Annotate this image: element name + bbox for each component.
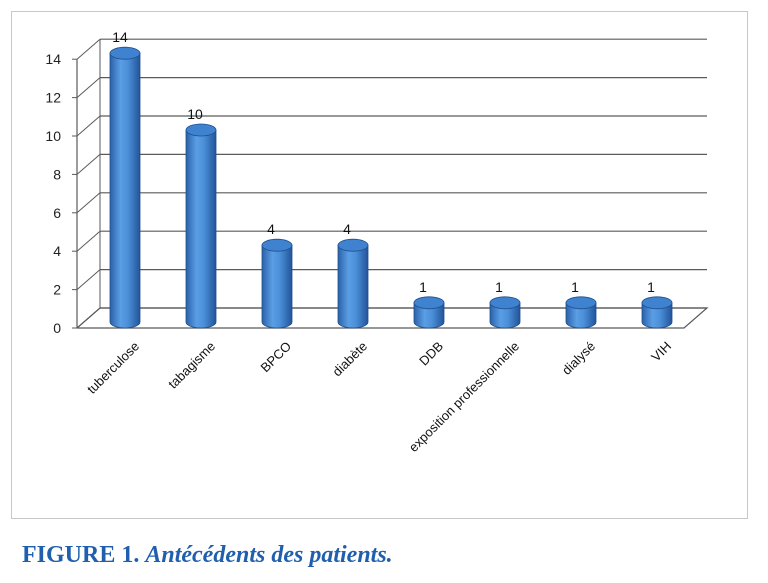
data-label: 4 xyxy=(343,221,351,237)
figure-caption: FIGURE 1. Antécédents des patients. xyxy=(22,542,393,569)
chart-bars xyxy=(109,46,673,329)
bar-body xyxy=(185,129,217,329)
gridline-diagonal xyxy=(76,307,101,329)
bar-top xyxy=(641,296,673,310)
bar-tuberculose xyxy=(109,46,141,329)
gridline-diagonal xyxy=(76,115,101,137)
chart-axes xyxy=(76,39,709,329)
bar-body xyxy=(565,302,597,329)
bar-tabagisme xyxy=(185,123,217,329)
figure-label: FIGURE 1. xyxy=(22,542,140,568)
bar-top xyxy=(109,46,141,60)
gridline-diagonal xyxy=(76,269,101,290)
y-tick-label: 6 xyxy=(53,205,61,221)
bar-body xyxy=(337,244,369,329)
gridline-diagonal xyxy=(76,77,101,98)
gridline-diagonal xyxy=(76,38,101,60)
bar-top xyxy=(489,296,521,310)
bar-body xyxy=(489,302,521,329)
bar-body xyxy=(413,302,445,329)
category-label: VIH xyxy=(648,339,674,365)
figure-title: Antécédents des patients. xyxy=(145,542,393,568)
y-tick-label: 12 xyxy=(45,90,61,106)
y-tick-label: 4 xyxy=(53,243,61,259)
y-tick-label: 2 xyxy=(53,282,61,298)
bar-top xyxy=(413,296,445,310)
bar-top xyxy=(337,238,369,252)
category-label: diabète xyxy=(329,339,370,380)
chart-grid xyxy=(72,38,707,329)
category-label: dialysé xyxy=(559,339,598,378)
y-tick-label: 14 xyxy=(45,51,61,67)
bar-body xyxy=(109,52,141,329)
bar-top xyxy=(261,238,293,252)
y-tick-label: 10 xyxy=(45,128,61,144)
bar-ddb xyxy=(413,296,445,329)
gridline-diagonal xyxy=(76,192,101,214)
bar-body xyxy=(641,302,673,329)
bar-diab-te xyxy=(337,238,369,329)
data-labels: 14 10 4 4 1 1 1 1 xyxy=(112,29,655,295)
category-label: DDB xyxy=(416,339,446,369)
data-label: 1 xyxy=(571,279,579,295)
bar-top xyxy=(185,123,217,137)
y-tick-label: 0 xyxy=(53,320,61,336)
gridline-diagonal xyxy=(76,230,101,252)
bar-top xyxy=(565,296,597,310)
bar-exposition-professionnelle xyxy=(489,296,521,329)
bar-body xyxy=(261,244,293,329)
category-label: tuberculose xyxy=(84,339,142,397)
y-axis-ticks: 0 2 4 6 8 10 12 14 xyxy=(45,51,61,336)
bar-dialys- xyxy=(565,296,597,329)
gridline-diagonal xyxy=(76,154,101,175)
x-axis-categories: tuberculose tabagisme BPCO diabète DDBexposi… xyxy=(84,339,674,455)
data-label: 1 xyxy=(647,279,655,295)
data-label: 4 xyxy=(267,221,275,237)
y-tick-label: 8 xyxy=(53,166,61,182)
category-label: BPCO xyxy=(257,339,294,376)
data-label: 1 xyxy=(495,279,503,295)
data-label: 1 xyxy=(419,279,427,295)
data-label: 14 xyxy=(112,29,128,45)
bar-bpco xyxy=(261,238,293,329)
data-label: 10 xyxy=(187,106,203,122)
chart-floor xyxy=(76,307,709,329)
bar-vih xyxy=(641,296,673,329)
category-label: tabagisme xyxy=(165,339,218,392)
